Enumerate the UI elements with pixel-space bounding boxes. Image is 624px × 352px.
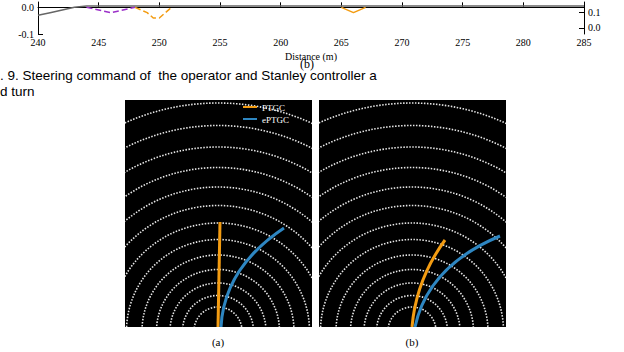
- svg-text:285: 285: [577, 37, 592, 48]
- svg-text:ePTGC: ePTGC: [262, 115, 289, 125]
- svg-text:0.0: 0.0: [22, 2, 35, 13]
- svg-text:(a): (a): [212, 336, 225, 349]
- svg-text:0.1: 0.1: [588, 7, 601, 18]
- svg-text:255: 255: [213, 37, 228, 48]
- svg-text:240: 240: [31, 37, 46, 48]
- svg-text:265: 265: [334, 37, 349, 48]
- svg-text:260: 260: [273, 37, 288, 48]
- svg-text:245: 245: [91, 37, 106, 48]
- svg-text:250: 250: [152, 37, 167, 48]
- svg-text:0.0: 0.0: [588, 22, 601, 33]
- svg-text:275: 275: [455, 37, 470, 48]
- svg-text:(b): (b): [406, 336, 419, 349]
- svg-text:280: 280: [516, 37, 531, 48]
- svg-text:PTGC: PTGC: [262, 103, 285, 113]
- svg-text:270: 270: [395, 37, 410, 48]
